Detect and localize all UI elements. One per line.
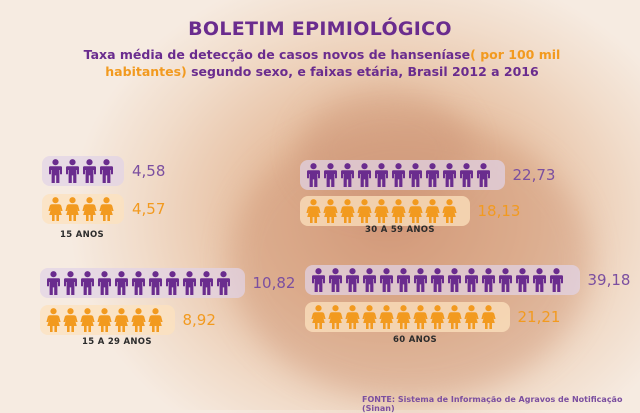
male-person-icon [550,268,563,292]
male-person-icon [149,271,162,295]
male-person-icon [64,271,77,295]
data-label-male: 10,82 [252,274,296,292]
data-label-female: 8,92 [182,311,216,329]
subtitle-highlight: ( por 100 mil habitantes) [105,47,561,79]
male-person-icon [132,271,145,295]
male-person-icon [477,163,490,187]
male-person-icon [426,163,439,187]
female-person-icon [396,305,411,329]
male-person-icon [312,268,325,292]
pictograph-icon-row-male [306,160,493,190]
female-person-icon [481,305,496,329]
female-person-icon [362,305,377,329]
data-label-female: 4,57 [132,200,166,218]
age-group-label: 60 ANOS [393,335,437,345]
female-person-icon [430,305,445,329]
pictograph-icon-row-male [48,156,116,186]
pictograph-icon-row-male [311,265,566,295]
male-person-icon [380,268,393,292]
female-person-icon [148,308,163,332]
female-person-icon [80,308,95,332]
female-person-icon [408,199,423,223]
female-person-icon [413,305,428,329]
background-neck-shape [300,90,470,210]
male-person-icon [307,163,320,187]
female-person-icon [447,305,462,329]
female-person-icon [46,308,61,332]
female-person-icon [82,197,97,221]
male-person-icon [324,163,337,187]
male-person-icon [431,268,444,292]
data-label-male: 22,73 [512,166,556,184]
female-person-icon [114,308,129,332]
male-person-icon [448,268,461,292]
data-label-male: 39,18 [587,271,631,289]
female-person-icon [48,197,63,221]
male-person-icon [200,271,213,295]
male-person-icon [183,271,196,295]
male-person-icon [465,268,478,292]
male-person-icon [66,159,79,183]
subtitle-text-end: segundo sexo, e faixas etária, Brasil 20… [186,64,539,79]
male-person-icon [363,268,376,292]
pictograph-icon-row-female [311,302,498,332]
female-person-icon [345,305,360,329]
female-person-icon [328,305,343,329]
female-person-icon [464,305,479,329]
male-person-icon [397,268,410,292]
female-person-icon [379,305,394,329]
female-person-icon [323,199,338,223]
age-group-label: 15 A 29 ANOS [82,337,152,347]
male-person-icon [100,159,113,183]
male-person-icon [409,163,422,187]
pictograph-icon-row-female [46,305,165,335]
female-person-icon [97,308,112,332]
female-person-icon [63,308,78,332]
female-person-icon [311,305,326,329]
female-person-icon [131,308,146,332]
female-person-icon [99,197,114,221]
male-person-icon [516,268,529,292]
female-person-icon [340,199,355,223]
female-person-icon [357,199,372,223]
age-group-label: 15 ANOS [60,230,104,240]
male-person-icon [358,163,371,187]
male-person-icon [392,163,405,187]
female-person-icon [425,199,440,223]
subtitle-text-start: Taxa média de detecção de casos novos de… [83,47,471,62]
data-label-female: 18,13 [477,202,521,220]
male-person-icon [533,268,546,292]
pictograph-icon-row-female [306,196,459,226]
male-person-icon [83,159,96,183]
male-person-icon [482,268,495,292]
pictograph-icon-row-female [48,194,116,224]
data-label-male: 4,58 [132,162,166,180]
pictograph-icon-row-male [46,268,233,298]
chart-subtitle: Taxa média de detecção de casos novos de… [78,46,566,80]
male-person-icon [414,268,427,292]
female-person-icon [306,199,321,223]
male-person-icon [329,268,342,292]
female-person-icon [65,197,80,221]
male-person-icon [98,271,111,295]
page-title: BOLETIM EPIMIOLÓGICO [188,18,452,40]
male-person-icon [115,271,128,295]
male-person-icon [341,163,354,187]
female-person-icon [391,199,406,223]
data-label-female: 21,21 [517,308,561,326]
male-person-icon [499,268,512,292]
male-person-icon [166,271,179,295]
male-person-icon [346,268,359,292]
male-person-icon [217,271,230,295]
age-group-label: 30 A 59 ANOS [365,225,435,235]
female-person-icon [442,199,457,223]
female-person-icon [374,199,389,223]
male-person-icon [47,271,60,295]
male-person-icon [81,271,94,295]
male-person-icon [375,163,388,187]
male-person-icon [49,159,62,183]
male-person-icon [460,163,473,187]
male-person-icon [443,163,456,187]
source-note: FONTE: Sistema de Informação de Agravos … [362,395,623,413]
